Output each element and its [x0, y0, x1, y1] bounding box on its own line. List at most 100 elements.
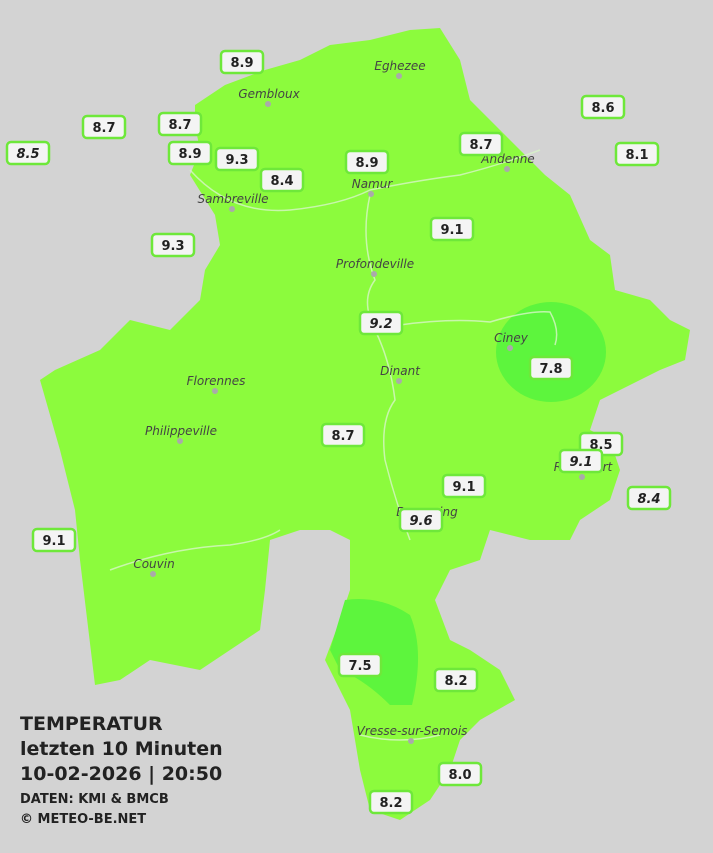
- station: 8.2: [433, 667, 479, 693]
- station: 8.4: [259, 167, 305, 193]
- station-value: 9.1: [452, 480, 475, 495]
- station: 8.7: [157, 111, 203, 137]
- station-box: [398, 507, 444, 533]
- station: 9.1: [558, 448, 604, 474]
- station-value: 9.3: [161, 239, 184, 254]
- city-dot: [177, 438, 183, 444]
- station-value: 9.3: [225, 153, 248, 168]
- title-line: TEMPERATUR: [20, 713, 163, 735]
- station-box: [441, 473, 487, 499]
- station-value: 8.2: [444, 674, 467, 689]
- station-value: 9.6: [409, 514, 432, 529]
- city-dot: [368, 191, 374, 197]
- station-value: 7.8: [539, 362, 562, 377]
- city-dot: [150, 571, 156, 577]
- station-value: 9.1: [569, 455, 592, 470]
- station-box: [337, 652, 383, 678]
- city-dot: [408, 738, 414, 744]
- station-value: 8.5: [16, 147, 39, 162]
- station-box: [219, 49, 265, 75]
- station-value: 8.7: [331, 429, 354, 444]
- station: 8.0: [437, 761, 483, 787]
- city-dot: [396, 378, 402, 384]
- station: 9.2: [358, 310, 404, 336]
- station-box: [157, 111, 203, 137]
- station-value: 8.1: [625, 148, 648, 163]
- station-value: 8.9: [178, 147, 201, 162]
- credit-line: © METEO-BE.NET: [20, 812, 146, 827]
- station-value: 8.7: [469, 138, 492, 153]
- station-box: [528, 355, 574, 381]
- station-box: [344, 149, 390, 175]
- station: 8.9: [219, 49, 265, 75]
- station: 8.2: [368, 789, 414, 815]
- station-value: 8.7: [92, 121, 115, 136]
- city-dot: [396, 73, 402, 79]
- station-value: 8.4: [637, 492, 660, 507]
- station-box: [259, 167, 305, 193]
- city-label: Florennes: [187, 374, 246, 388]
- station-box: [5, 140, 51, 166]
- station-value: 8.2: [379, 796, 402, 811]
- city-label: Sambreville: [197, 192, 268, 206]
- city-label: Eghezee: [374, 59, 425, 73]
- station-box: [167, 140, 213, 166]
- station-value: 9.2: [369, 317, 392, 332]
- city-dot: [212, 388, 218, 394]
- title-line: letzten 10 Minuten: [20, 738, 223, 760]
- province-area: [40, 28, 690, 820]
- station: 9.1: [429, 216, 475, 242]
- station-box: [580, 94, 626, 120]
- station-value: 8.9: [355, 156, 378, 171]
- city-label: Namur: [352, 177, 394, 191]
- station: 7.5: [337, 652, 383, 678]
- station-value: 9.1: [440, 223, 463, 238]
- station-value: 8.7: [168, 118, 191, 133]
- city-label: Couvin: [133, 557, 174, 571]
- city-dot: [504, 166, 510, 172]
- station: 9.3: [214, 146, 260, 172]
- station-box: [558, 448, 604, 474]
- station: 7.8: [528, 355, 574, 381]
- cool-zone: [330, 599, 419, 705]
- station-box: [368, 789, 414, 815]
- title-line: 10-02-2026 | 20:50: [20, 763, 222, 785]
- station-box: [433, 667, 479, 693]
- station-value: 8.6: [591, 101, 614, 116]
- rivers: [109, 149, 558, 741]
- station: 8.1: [614, 141, 660, 167]
- city-dot: [507, 345, 513, 351]
- city-label: Ciney: [494, 331, 529, 345]
- station-box: [320, 422, 366, 448]
- station: 8.7: [320, 422, 366, 448]
- station-box: [81, 114, 127, 140]
- station-box: [150, 232, 196, 258]
- city-label: Gembloux: [238, 87, 300, 101]
- station: 8.9: [167, 140, 213, 166]
- station: 9.6: [398, 507, 444, 533]
- city-label: Dinant: [380, 364, 421, 378]
- city-dot: [579, 474, 585, 480]
- city-label: Profondeville: [336, 257, 414, 271]
- station-value: 7.5: [348, 659, 371, 674]
- station: 9.1: [441, 473, 487, 499]
- station: 8.5: [5, 140, 51, 166]
- station: 8.7: [81, 114, 127, 140]
- city-dot: [265, 101, 271, 107]
- station-box: [429, 216, 475, 242]
- station-box: [614, 141, 660, 167]
- station: 8.4: [626, 485, 672, 511]
- station-box: [626, 485, 672, 511]
- station-box: [214, 146, 260, 172]
- station-value: 8.0: [448, 768, 471, 783]
- city-dot: [229, 206, 235, 212]
- cool-zone: [496, 302, 606, 402]
- station-value: 8.4: [270, 174, 293, 189]
- station-box: [358, 310, 404, 336]
- station: 9.3: [150, 232, 196, 258]
- station: 9.1: [31, 527, 77, 553]
- station: 8.7: [458, 131, 504, 157]
- station: 8.9: [344, 149, 390, 175]
